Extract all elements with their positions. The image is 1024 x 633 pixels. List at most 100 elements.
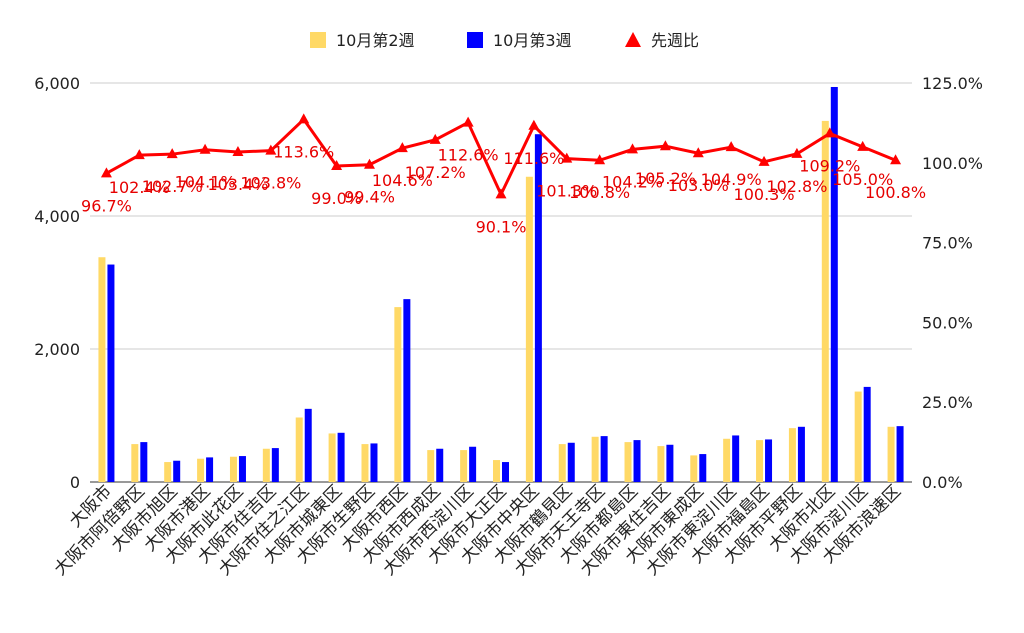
ratio-data-label: 100.3% [734, 185, 795, 204]
bar-week2 [854, 391, 862, 482]
data-labels: 96.7%102.4%102.7%104.1%103.4%103.8% 113.6… [81, 142, 926, 236]
ratio-data-label: 102.8% [766, 177, 827, 196]
bar-week3 [830, 86, 838, 483]
ratio-data-label: 107.2% [405, 163, 466, 182]
bar-week2 [756, 440, 764, 482]
bar-week3 [271, 448, 279, 482]
bar-week3 [633, 440, 641, 482]
legend: 10月第2週 10月第3週 先週比 [310, 31, 699, 50]
bar-week2 [624, 442, 632, 482]
ratio-data-label: 100.8% [865, 183, 926, 202]
legend-label: 先週比 [651, 31, 699, 50]
legend-label: 10月第2週 [336, 31, 415, 50]
bar-week3 [666, 444, 674, 482]
axes: 0 2,000 4,000 6,000 0.0% 25.0% 50.0% 75.0% 100.0… [34, 74, 983, 580]
ratio-marker [594, 154, 606, 165]
ratio-marker [528, 119, 540, 130]
bar-week2 [690, 455, 698, 482]
ratio-data-label: 109.2% [799, 156, 860, 175]
legend-label: 10月第3週 [493, 31, 572, 50]
ratio-marker [627, 143, 639, 154]
ratio-marker [396, 142, 408, 153]
ratio-marker [758, 155, 770, 166]
bar-week2 [131, 444, 139, 482]
bar-week2 [229, 456, 237, 482]
bar-week2 [262, 448, 270, 482]
grid-lines [90, 82, 912, 483]
bar-week3 [403, 299, 411, 482]
bar-week2 [788, 428, 796, 482]
bar-week3 [797, 426, 805, 482]
bar-week2 [361, 444, 369, 482]
ratio-data-label: 101.3% [536, 182, 597, 201]
ratio-data-label: 104.1% [175, 173, 236, 192]
y-right-tick-label: 0.0% [922, 473, 963, 492]
bar-week3 [370, 443, 378, 482]
bar-week2 [591, 436, 599, 482]
y-left-tick-label: 2,000 [34, 340, 80, 359]
ratio-data-label: 103.0% [668, 176, 729, 195]
bar-week3 [304, 408, 312, 482]
bar-week3 [502, 462, 509, 482]
ratio-data-label: 96.7% [81, 196, 132, 215]
bar-week2 [657, 446, 665, 482]
ratio-data-label: 104.9% [701, 170, 762, 189]
bar-week2 [821, 120, 829, 482]
bar-week2 [558, 444, 566, 482]
ratio-marker [725, 141, 737, 152]
ratio-marker [429, 133, 441, 144]
bar-week3 [699, 454, 707, 482]
ratio-data-label: 105.2% [635, 169, 696, 188]
ratio-marker [100, 167, 112, 178]
bar-week2 [394, 307, 402, 482]
bar-week2 [295, 417, 303, 482]
bar-week2 [460, 450, 468, 482]
ratio-marker [232, 145, 244, 156]
ratio-marker [331, 159, 343, 170]
bar-week3 [206, 457, 214, 482]
ratio-data-label: 99.4% [344, 188, 395, 207]
ratio-data-label: 104.2% [602, 172, 663, 191]
bar-week3 [863, 386, 871, 482]
ratio-data-label: 102.7% [142, 177, 203, 196]
ratio-marker [692, 147, 704, 158]
ratio-data-label: 102.4% [109, 178, 170, 197]
bar-week2 [164, 462, 172, 482]
legend-swatch [310, 32, 326, 48]
y-right-tick-label: 125.0% [922, 74, 983, 93]
y-left-tick-label: 4,000 [34, 207, 80, 226]
ratio-data-label: 112.6% [438, 146, 499, 165]
ratio-marker [890, 154, 902, 165]
bar-week3 [896, 426, 904, 482]
bar-week2 [427, 450, 435, 482]
y-right-tick-label: 75.0% [922, 234, 973, 253]
bar-week2 [493, 460, 500, 482]
ratio-marker [824, 127, 836, 138]
bar-week3 [173, 460, 181, 482]
bar-week3 [469, 446, 477, 482]
bars [98, 86, 904, 483]
ratio-marker [791, 147, 803, 158]
ratio-data-label: 103.4% [207, 175, 268, 194]
bar-week3 [107, 264, 115, 482]
y-right-tick-label: 100.0% [922, 154, 983, 173]
bar-week2 [197, 458, 205, 482]
bar-week3 [436, 448, 444, 482]
bar-week3 [765, 439, 773, 482]
legend-triangle [625, 32, 641, 47]
ratio-marker [265, 144, 277, 155]
bar-week3 [732, 435, 740, 482]
ratio-marker [561, 152, 573, 163]
y-left-tick-label: 0 [70, 473, 80, 492]
bar-week2 [887, 426, 895, 482]
bar-week2 [328, 433, 336, 482]
ratio-data-label: 99.0% [311, 189, 362, 208]
ratio-marker [659, 140, 671, 151]
ratio-data-label: 103.8% [240, 174, 301, 193]
ratio-marker [462, 116, 474, 127]
bar-week3 [534, 134, 542, 482]
ratio-marker [495, 188, 507, 199]
bar-week3 [337, 432, 345, 482]
bar-week3 [140, 442, 148, 482]
